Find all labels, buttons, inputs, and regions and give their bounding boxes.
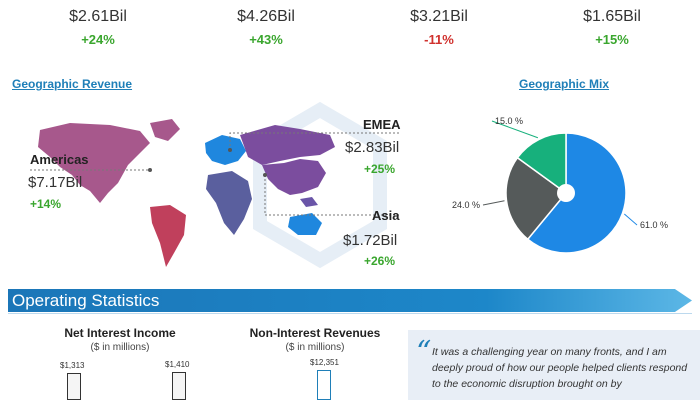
non-interest-title: Non-Interest Revenues bbox=[249, 326, 381, 340]
bar-value-label: $1,410 bbox=[165, 360, 190, 369]
pie-leader-line bbox=[624, 213, 638, 226]
operating-statistics-banner: Operating Statistics bbox=[8, 289, 692, 312]
geographic-revenue-title[interactable]: Geographic Revenue bbox=[12, 77, 133, 91]
region-asia-label: Asia bbox=[372, 208, 400, 223]
bar bbox=[317, 370, 331, 400]
non-interest-subtitle: ($ in millions) bbox=[285, 342, 345, 353]
emea-leader-line bbox=[229, 132, 400, 150]
region-americas-value: $7.17Bil bbox=[28, 174, 83, 191]
pie-leader-line bbox=[482, 200, 505, 206]
kpi-row: $2.61Bil +24% $4.26Bil +43% $3.21Bil -11… bbox=[0, 8, 700, 54]
africa-shape bbox=[206, 171, 252, 235]
world-map-svg bbox=[30, 101, 400, 269]
region-emea-change: +25% bbox=[364, 162, 396, 176]
kpi-change: +24% bbox=[81, 32, 115, 47]
bar-value-label: $1,313 bbox=[60, 360, 85, 370]
kpi-value: $1.65Bil bbox=[583, 8, 641, 25]
europe-shape bbox=[205, 135, 246, 165]
region-americas-change: +14% bbox=[30, 197, 62, 211]
pie-slice-label: 61.0 % bbox=[640, 220, 668, 230]
north-america-shape bbox=[38, 123, 150, 203]
kpi-change: -11% bbox=[424, 32, 454, 47]
kpi-value: $3.21Bil bbox=[410, 8, 468, 25]
region-emea-label: EMEA bbox=[363, 117, 401, 132]
world-map bbox=[0, 95, 440, 280]
operating-statistics-title: Operating Statistics bbox=[12, 291, 160, 310]
kpi-1: $2.61Bil +24% bbox=[28, 8, 168, 47]
geographic-mix-title[interactable]: Geographic Mix bbox=[519, 77, 610, 91]
kpi-3: $3.21Bil -11% bbox=[369, 8, 509, 47]
bar bbox=[172, 372, 186, 400]
kpi-value: $4.26Bil bbox=[237, 8, 295, 25]
kpi-value: $2.61Bil bbox=[69, 8, 127, 25]
region-emea-value: $2.83Bil bbox=[345, 139, 400, 156]
quote-text: It was a challenging year on many fronts… bbox=[432, 346, 688, 390]
kpi-change: +43% bbox=[249, 32, 283, 47]
quote-mark-icon: “ bbox=[416, 335, 432, 370]
pie-slice[interactable] bbox=[526, 132, 627, 254]
pie-slice[interactable] bbox=[516, 132, 567, 195]
asia-leader-dot bbox=[263, 173, 267, 177]
quote-box: “ It was a challenging year on many fron… bbox=[408, 330, 700, 400]
kpi-change: +15% bbox=[595, 32, 629, 47]
kpi-4: $1.65Bil +15% bbox=[542, 8, 682, 47]
russia-shape bbox=[240, 125, 335, 165]
net-interest-title: Net Interest Income bbox=[64, 326, 176, 340]
operating-divider bbox=[8, 313, 692, 314]
se-asia-shape bbox=[300, 197, 318, 207]
pie-slice-label: 24.0 % bbox=[452, 200, 480, 210]
region-asia-change: +26% bbox=[364, 254, 396, 268]
region-asia-value: $1.72Bil bbox=[343, 232, 398, 249]
pie-slice[interactable] bbox=[505, 156, 568, 241]
kpi-2: $4.26Bil +43% bbox=[196, 8, 336, 47]
asia-leader-line bbox=[264, 175, 400, 216]
greenland-shape bbox=[150, 119, 180, 141]
south-america-shape bbox=[150, 205, 186, 267]
bar-value-label: $12,351 bbox=[310, 358, 339, 367]
emea-leader-dot bbox=[228, 148, 232, 152]
bar bbox=[67, 372, 81, 400]
geographic-mix-pie: 61.0 % 24.0 % 15.0 % bbox=[452, 116, 668, 254]
americas-leader-dot bbox=[148, 168, 152, 172]
asia-shape bbox=[262, 159, 326, 195]
pie-slice-label: 15.0 % bbox=[495, 116, 523, 126]
region-americas-label: Americas bbox=[30, 152, 89, 167]
net-interest-subtitle: ($ in millions) bbox=[90, 342, 150, 353]
pie-center-hole bbox=[557, 184, 575, 202]
pie-leader-line bbox=[491, 120, 539, 139]
australia-shape bbox=[288, 213, 322, 235]
